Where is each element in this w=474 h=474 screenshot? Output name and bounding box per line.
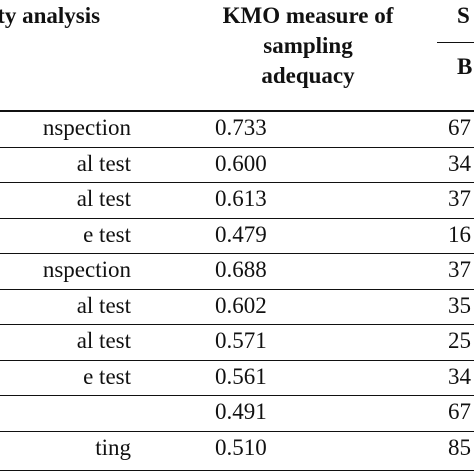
table-row: nspection 0.733 67 <box>0 112 474 144</box>
table-row: e test 0.561 34 <box>0 361 474 393</box>
header-kmo-line-2: sampling <box>263 33 353 58</box>
row-kmo-value: 0.571 <box>215 328 267 353</box>
row-s-value: 67 <box>448 399 471 424</box>
row-kmo-value: 0.479 <box>215 221 267 247</box>
table-row: al test 0.613 37 <box>0 183 474 215</box>
row-kmo-value: 0.733 <box>215 115 267 140</box>
row-analysis-name: al test <box>76 328 131 353</box>
table-row: e test 0.479 16 <box>0 219 474 251</box>
row-analysis-name: e test <box>83 363 131 389</box>
row-separator <box>0 146 474 148</box>
row-analysis-name: e test <box>83 221 131 247</box>
row-s-value: 37 <box>448 186 471 211</box>
row-analysis-name: nspection <box>42 257 131 282</box>
header-s-group: S <box>457 3 470 28</box>
row-kmo-value: 0.491 <box>215 399 267 424</box>
row-analysis-name: nspection <box>42 115 131 140</box>
row-separator <box>0 324 474 325</box>
row-separator <box>0 182 474 183</box>
row-s-value: 25 <box>448 328 471 353</box>
row-s-value: 35 <box>448 292 471 318</box>
table-row: al test 0.602 35 <box>0 290 474 322</box>
row-analysis-name: al test <box>76 150 131 176</box>
row-separator <box>0 253 474 254</box>
row-s-value: 37 <box>448 257 471 282</box>
row-separator <box>0 359 474 361</box>
table-row: ting 0.510 85 <box>0 432 474 464</box>
row-kmo-value: 0.613 <box>215 186 267 211</box>
row-kmo-value: 0.688 <box>215 257 267 282</box>
table-row: nspection 0.688 37 <box>0 254 474 286</box>
row-kmo-value: 0.602 <box>215 292 267 318</box>
row-analysis-name: al test <box>76 292 131 318</box>
table-row: al test 0.600 34 <box>0 148 474 180</box>
row-analysis-name: al test <box>76 186 131 211</box>
header-kmo: KMO measure of sampling adequacy <box>213 1 403 91</box>
row-kmo-value: 0.600 <box>215 150 267 176</box>
header-bottom-rule <box>0 110 474 112</box>
row-analysis-name: ting <box>95 434 131 460</box>
row-s-value: 34 <box>448 150 471 176</box>
row-s-value: 34 <box>448 363 471 389</box>
header-b-subcolumn: B <box>457 54 473 79</box>
row-separator <box>0 430 474 432</box>
row-kmo-value: 0.561 <box>215 363 267 389</box>
table-row: 0.491 67 <box>0 396 474 428</box>
row-separator <box>0 288 474 290</box>
row-s-value: 85 <box>448 434 471 460</box>
header-kmo-line-3: adequacy <box>261 63 355 88</box>
header-subrule <box>437 42 474 43</box>
header-kmo-line-1: KMO measure of <box>222 3 394 28</box>
row-separator <box>0 217 474 219</box>
row-s-value: 67 <box>448 115 471 140</box>
header-validity-analysis: dity analysis <box>0 3 101 28</box>
row-s-value: 16 <box>448 221 471 247</box>
row-separator <box>0 395 474 396</box>
table-row: al test 0.571 25 <box>0 325 474 357</box>
row-kmo-value: 0.510 <box>215 434 267 460</box>
table-bottom-rule <box>0 470 474 471</box>
